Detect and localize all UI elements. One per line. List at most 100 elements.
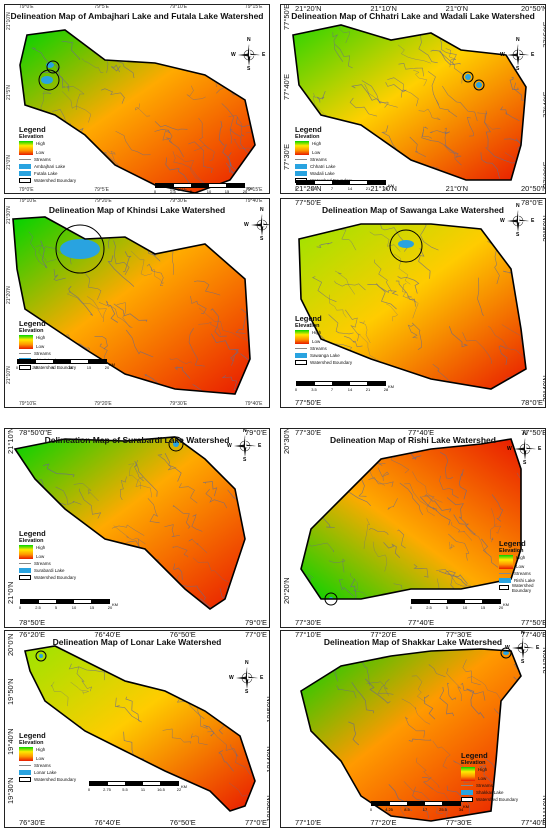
stream-line — [111, 524, 145, 536]
stream-line — [30, 793, 58, 810]
stream-line — [420, 224, 439, 251]
stream-line — [329, 294, 347, 318]
scale-tick: 20 — [498, 605, 504, 610]
boundary-swatch — [19, 365, 31, 370]
stream-line — [501, 324, 526, 356]
stream-line — [332, 32, 344, 62]
scale-tick: 11 — [140, 787, 146, 792]
left-coordinate: 19°40'N — [6, 728, 15, 755]
stream-line — [338, 579, 354, 597]
scale-tick: 0 — [409, 605, 413, 610]
lake-shape — [60, 239, 100, 259]
north-arrow-compass: N S W E — [229, 660, 263, 695]
stream-line — [203, 724, 215, 737]
scale-tick: 10 — [462, 605, 468, 610]
stream-line — [25, 702, 29, 729]
stream-line — [199, 598, 230, 609]
stream-line — [137, 555, 153, 573]
top-coordinate: 77°30'E — [295, 428, 322, 437]
stream-line — [465, 524, 487, 554]
stream-line — [222, 144, 232, 167]
map-title: Delineation Map of Chhatri Lake and Wada… — [291, 11, 535, 21]
stream-line — [176, 36, 185, 70]
stream-line — [122, 548, 140, 569]
scale-tick: 15 — [89, 605, 95, 610]
stream-line — [439, 51, 463, 84]
top-coordinate: 77°20'E — [370, 630, 397, 639]
right-coordinate: 19°50'N — [265, 696, 270, 724]
watershed-boundary — [300, 648, 522, 822]
bottom-coordinate: 79°30'E — [169, 401, 188, 407]
stream-line — [432, 740, 451, 769]
boundary-swatch — [295, 360, 307, 365]
scale-tick: 5 — [51, 365, 55, 370]
stream-line — [186, 85, 206, 100]
scale-tick: 16.5 — [157, 787, 165, 792]
stream-line — [462, 659, 481, 686]
stream-line — [172, 505, 191, 529]
stream-line — [460, 682, 486, 701]
stream-line — [439, 687, 455, 717]
stream-line — [301, 575, 308, 598]
legend-streams: Streams — [34, 561, 51, 566]
stream-line — [365, 678, 391, 704]
legend-streams: Streams — [310, 346, 327, 351]
compass-n: N — [521, 630, 525, 636]
watershed-boundary — [292, 24, 527, 181]
compass-s: S — [516, 66, 520, 72]
stream-line — [435, 381, 457, 389]
stream-line — [397, 44, 431, 64]
lake-highlight-circle — [168, 436, 184, 452]
stream-line — [122, 251, 132, 273]
stream-line — [428, 664, 446, 678]
stream-line — [101, 88, 125, 104]
stream-line — [525, 255, 526, 275]
stream-line — [352, 807, 372, 821]
top-coordinate: 79°15'E — [245, 4, 263, 10]
compass-w: W — [505, 645, 510, 651]
map-panel-6: Delineation Map of Rishi Lake Watershed 7… — [280, 428, 546, 628]
left-coordinate: 19°50'N — [6, 678, 15, 706]
stream-line — [334, 44, 353, 69]
stream-line — [113, 240, 130, 276]
scale-tick: 4.25 — [385, 807, 393, 812]
lake-swatch — [19, 171, 31, 176]
map-panel-2: Delineation Map of Chhatri Lake and Wada… — [280, 4, 546, 194]
watershed-elevation — [299, 224, 526, 389]
compass-n: N — [243, 428, 247, 434]
stream-line — [509, 77, 519, 90]
stream-line — [421, 495, 435, 517]
legend-boundary: Watershed Boundary — [476, 797, 519, 802]
scale-tick: 14 — [347, 387, 353, 392]
lake-shape — [465, 74, 471, 80]
stream-line — [79, 745, 95, 772]
legend-lake: Ambajhari Lake — [34, 164, 66, 169]
stream-line — [413, 69, 428, 87]
lake-highlight-circle — [473, 79, 485, 91]
watershed-map — [298, 223, 527, 390]
stream-line — [484, 110, 491, 149]
stream-line — [131, 598, 152, 609]
bottom-coordinate: 79°5'E — [94, 187, 109, 193]
stream-line — [397, 276, 420, 294]
stream-line — [513, 663, 521, 690]
stream-line — [302, 758, 340, 785]
map-panel-3: Delineation Map of Khindsi Lake Watershe… — [4, 198, 270, 408]
stream-line — [459, 386, 481, 389]
right-coordinate: 19°30'N — [265, 795, 270, 822]
bottom-coordinate: 76°40'E — [94, 818, 121, 827]
stream-line — [449, 541, 455, 550]
scale-unit: KM — [503, 602, 509, 607]
map-panel-8: Delineation Map of Shakkar Lake Watershe… — [280, 630, 546, 828]
stream-line — [387, 77, 419, 107]
left-coordinate: 21°10'N — [6, 428, 15, 454]
stream-line — [345, 309, 359, 342]
stream-line — [202, 608, 241, 609]
bottom-coordinate: 79°40'E — [245, 401, 263, 407]
stream-line — [445, 48, 457, 68]
stream-line — [377, 467, 390, 481]
stream-line — [221, 375, 238, 391]
stream-line — [228, 115, 245, 137]
legend-lake: Sawanga Lake — [310, 353, 340, 358]
bottom-coordinate: 79°15'E — [245, 187, 263, 193]
